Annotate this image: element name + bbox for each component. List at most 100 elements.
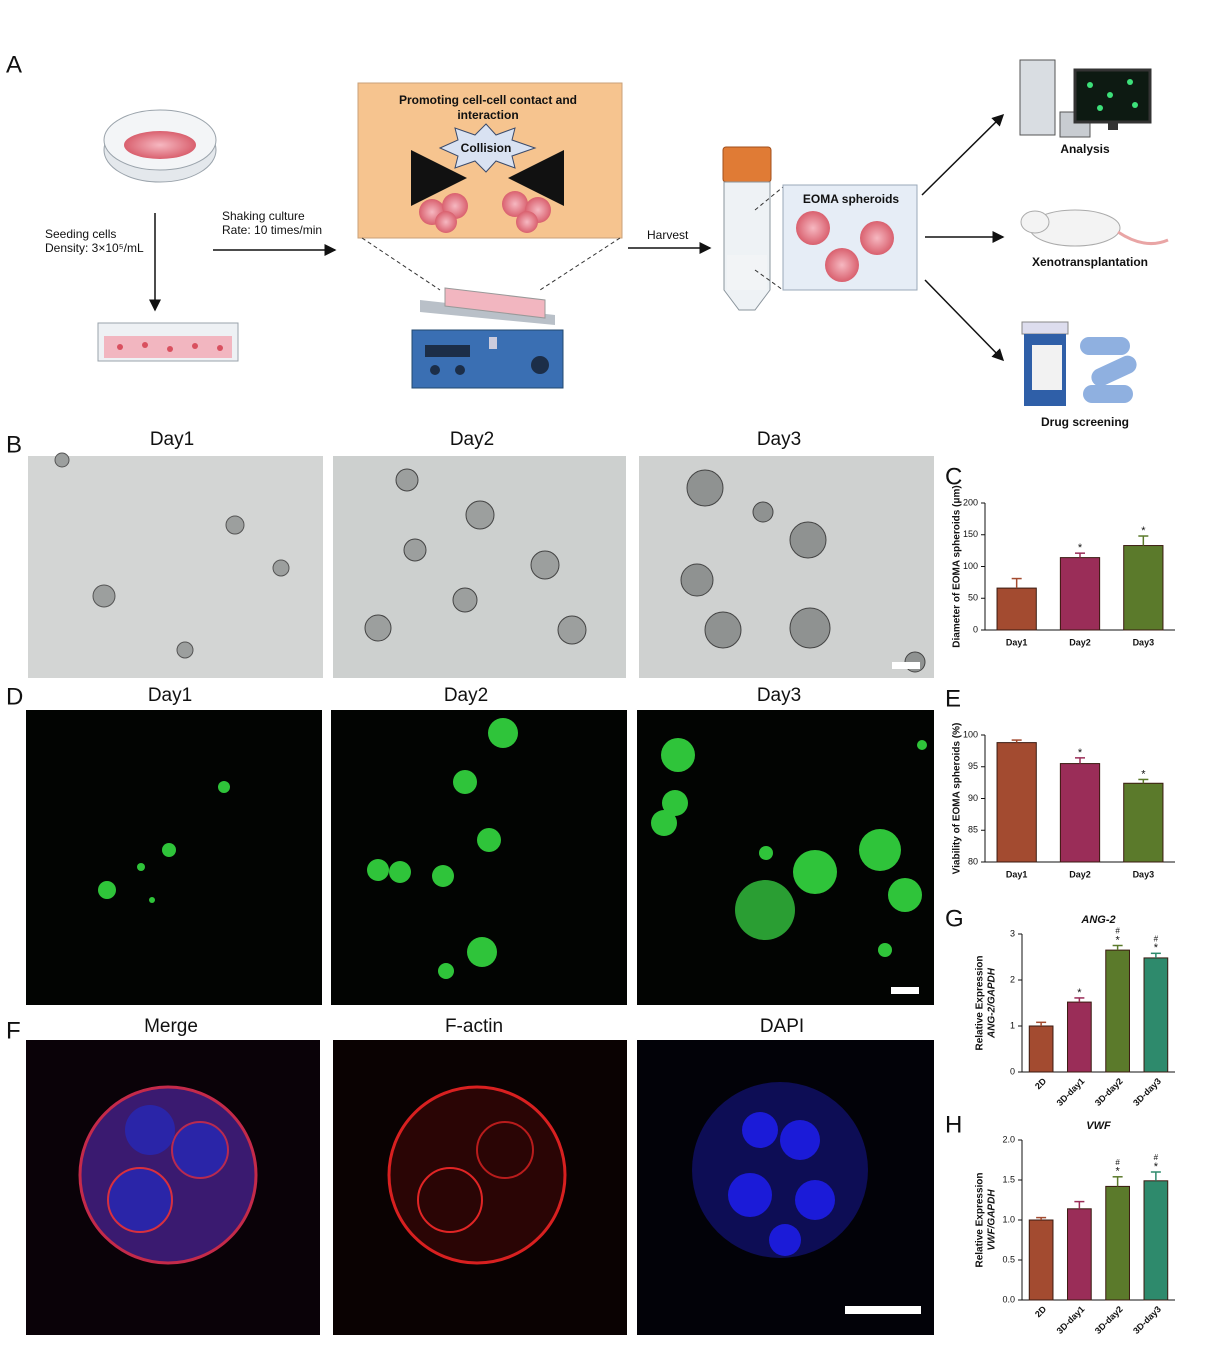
confocal-image (26, 1040, 934, 1335)
label: Collision (461, 141, 512, 155)
petri-dish (103, 109, 217, 183)
panel-label: D (6, 683, 23, 710)
significance: * (1141, 525, 1146, 537)
y-tick-label: 1.5 (1002, 1174, 1015, 1184)
y-tick-label: 50 (968, 593, 978, 603)
x-tick-label: 2D (1033, 1076, 1049, 1092)
x-tick-label: 2D (1033, 1304, 1049, 1320)
x-tick-label: Day2 (1069, 637, 1091, 647)
spheroid (860, 221, 894, 255)
bar (1067, 1208, 1092, 1301)
x-tick-label: 3D-day2 (1093, 1076, 1125, 1108)
y-tick-label: 90 (968, 793, 978, 803)
significance: * (1115, 1166, 1120, 1178)
x-tick-label: Day3 (1133, 869, 1155, 879)
tube (722, 146, 772, 311)
panel-label: A (6, 51, 22, 78)
significance: # (1115, 927, 1120, 936)
bar (1105, 949, 1130, 1073)
bar (1028, 1219, 1054, 1301)
panel-label: F (6, 1017, 21, 1044)
x-tick-label: Day2 (1069, 869, 1091, 879)
dashed-line (361, 237, 441, 291)
x-tick-label: 3D-day3 (1131, 1304, 1163, 1336)
bar (1059, 557, 1101, 631)
arrow (924, 279, 1005, 362)
label: Analysis (1060, 142, 1110, 156)
image-title: Day2 (444, 685, 488, 706)
x-tick-label: 3D-day1 (1055, 1076, 1087, 1108)
dashed-line (539, 237, 621, 291)
significance: * (1078, 747, 1083, 759)
y-tick-label: 2.0 (1002, 1134, 1015, 1144)
label: Seeding cells (45, 227, 116, 241)
significance: * (1078, 542, 1083, 554)
chart-title: VWF (1086, 1120, 1111, 1132)
label: EOMA spheroids (803, 192, 900, 206)
label: Rate: 10 times/min (222, 223, 322, 237)
image-title: Merge (144, 1016, 198, 1037)
y-tick-label: 3 (1010, 928, 1015, 938)
image-title: Day3 (757, 685, 801, 706)
x-tick-label: 3D-day2 (1093, 1304, 1125, 1336)
y-tick-label: 95 (968, 761, 978, 771)
y-axis-label: VWF/GAPDH (987, 1189, 998, 1251)
y-axis-label: Diameter of EOMA spheroids (μm) (952, 485, 963, 647)
y-tick-label: 150 (963, 529, 978, 539)
fluorescence-image (26, 710, 934, 1005)
image-title: Day2 (450, 429, 494, 450)
y-tick-label: 200 (963, 497, 978, 507)
bar (1067, 1001, 1092, 1073)
label: Harvest (647, 228, 689, 242)
bar (996, 742, 1037, 863)
label: Shaking culture (222, 209, 305, 223)
image-title: Day1 (148, 685, 192, 706)
x-tick-label: 3D-day1 (1055, 1304, 1087, 1336)
brightfield-image (28, 452, 934, 678)
bar (1059, 763, 1101, 863)
significance: * (1154, 1161, 1159, 1173)
spheroid (796, 211, 830, 245)
y-tick-label: 85 (968, 825, 978, 835)
arrow (921, 113, 1005, 196)
cells (419, 191, 551, 233)
panel-label: E (945, 685, 961, 712)
bar (1143, 957, 1169, 1073)
label: Density: 3×10⁵/mL (45, 241, 144, 255)
y-tick-label: 0 (1010, 1066, 1015, 1076)
panel-label: G (945, 905, 964, 932)
x-tick-label: Day3 (1133, 637, 1155, 647)
bar (1123, 782, 1164, 863)
image-title: Day3 (757, 429, 801, 450)
flask (97, 322, 239, 362)
panel-label: B (6, 431, 22, 458)
y-tick-label: 100 (963, 561, 978, 571)
y-tick-label: 2 (1010, 974, 1015, 984)
label: Drug screening (1041, 415, 1129, 429)
analysis-icon (1019, 59, 1152, 138)
dashed-line (754, 186, 784, 211)
drug-icon (1021, 321, 1137, 406)
y-axis-label: Viability of EOMA spheroids (%) (952, 723, 963, 875)
bar (1105, 1185, 1130, 1301)
x-tick-label: Day1 (1006, 637, 1028, 647)
chart-title: ANG-2 (1080, 914, 1115, 926)
y-tick-label: 1 (1010, 1020, 1015, 1030)
significance: # (1115, 1158, 1120, 1167)
dashed-line (754, 269, 784, 291)
image-title: F-actin (445, 1016, 503, 1037)
y-tick-label: 0.5 (1002, 1254, 1015, 1264)
image-title: DAPI (760, 1016, 804, 1037)
y-tick-label: 0 (973, 624, 978, 634)
box-title: interaction (457, 108, 518, 122)
panel-label: H (945, 1111, 962, 1138)
y-axis-label: ANG-2/GAPDH (987, 967, 998, 1039)
x-tick-label: 3D-day3 (1131, 1076, 1163, 1108)
bar (1123, 545, 1164, 631)
box-title: Promoting cell-cell contact and (399, 93, 577, 107)
shaker (411, 287, 564, 389)
y-tick-label: 1.0 (1002, 1214, 1015, 1224)
significance: * (1077, 987, 1082, 999)
significance: * (1141, 768, 1146, 780)
